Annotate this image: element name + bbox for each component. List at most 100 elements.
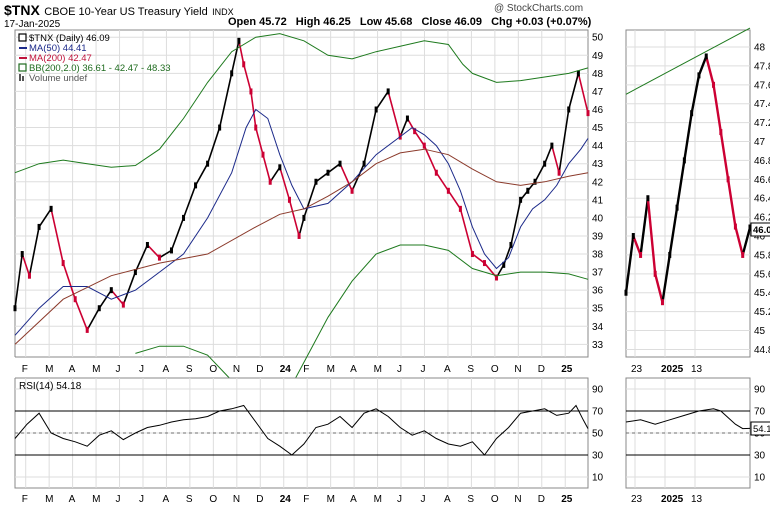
price-segment [194,163,209,186]
price-bar [502,261,506,268]
price-main-y-tick-label: 44 [592,141,604,152]
price-segment [675,160,686,208]
price-bar [218,124,222,131]
bb-lower-line [135,244,589,418]
legend-entry: MA(200) 42.47 [29,53,92,64]
price-bar [278,164,282,171]
price-bar [314,178,318,185]
price-segment [435,172,450,192]
price-main-x-tick-label: A [162,364,169,375]
price-bar [586,110,590,117]
rsi-main-x-tick-label: N [514,494,521,505]
price-segment [14,253,24,309]
price-bar [97,305,101,312]
price-main-x-tick-label: M [327,364,335,375]
price-bar [206,160,210,167]
price-main-y-tick-label: 33 [592,340,604,351]
price-segment [288,199,300,237]
price-segment [683,112,693,161]
rsi-main-x-tick-label: 24 [280,494,292,505]
price-segment [399,118,409,137]
legend-entry: BB(200,2.0) 36.61 - 42.47 - 48.33 [29,63,171,74]
price-segment [74,298,88,331]
legend-marker [22,76,24,81]
price-main-x-tick-label: J [420,364,425,375]
price-bar [350,187,354,194]
rsi-zoom-y-tick-label: 30 [754,451,766,462]
price-segment [741,227,752,256]
price-main-x-tick-label: A [69,364,76,375]
price-segment [632,235,642,256]
price-bar [526,187,530,194]
price-bar [37,223,41,230]
price-main-x-tick-label: F [22,364,28,375]
price-segment [250,91,257,128]
price-bar [726,176,730,183]
price-bar [434,169,438,176]
price-main-x-tick-label: O [209,364,217,375]
price-bar [302,214,306,221]
price-bar [182,214,186,221]
price-bar [169,247,173,254]
rsi-main-x-tick-label: J [139,494,144,505]
price-bar [374,106,378,113]
price-bar [482,260,486,267]
ma-200--line [14,148,589,345]
price-segment [459,208,474,255]
price-bar [624,289,628,296]
price-main-y-tick-label: 34 [592,322,604,333]
rsi-main-x-tick-label: S [186,494,193,505]
price-segment [551,145,560,173]
price-segment [510,199,522,246]
price-bar [660,299,664,306]
price-segment [238,40,245,65]
rsi-main-x-tick-label: M [327,494,335,505]
price-segment [269,166,281,183]
watermark: @ StockCharts.com [494,3,584,14]
price-zoom-y-tick-label: 44.8 [754,345,770,356]
rsi-main-x-tick-label: M [374,494,382,505]
price-segment [21,253,31,276]
price-bar [576,70,580,77]
rsi-main-x-tick-label: J [420,494,425,505]
price-bar [121,301,125,308]
chart-title: $TNX CBOE 10-Year US Treasury Yield INDX [4,2,234,20]
price-bar [27,272,31,279]
exchange: INDX [212,7,234,17]
legend-marker [18,63,27,72]
rsi-zoom-y-tick-label: 90 [754,385,766,396]
price-bar [741,251,745,258]
price-segment [50,208,64,264]
price-segment [624,235,635,293]
price-main-x-tick-label: D [538,364,545,375]
rsi-tag-label: 54.18 [753,424,770,435]
price-segment [230,40,240,74]
price-zoom-y-tick-label: 45 [754,326,766,337]
price-zoom-y-tick-label: 47.8 [754,61,770,72]
price-segment [668,207,679,256]
price-segment [639,198,650,256]
rsi-zoom-y-tick-label: 10 [754,473,766,484]
price-segment [534,163,546,183]
price-bar [446,187,450,194]
price-main-x-tick-label: J [139,364,144,375]
price-segment [122,271,137,305]
legend-entry: Volume undef [29,73,87,84]
legend-entry: MA(50) 44.41 [29,43,87,54]
price-bar [470,251,474,258]
price-bar [362,160,366,167]
price-bar [242,61,246,68]
price-bar [230,70,234,77]
rsi-zoom-x-tick-label: 2025 [661,494,684,505]
price-bar [413,128,417,135]
price-main-x-tick-label: J [116,364,121,375]
price-segment [262,154,271,182]
bb-upper-line [625,27,751,95]
rsi-main-x-tick-label: A [69,494,76,505]
price-bar [145,241,149,248]
price-segment [279,167,291,201]
price-segment [98,289,112,309]
rsi-14--line [625,408,751,430]
price-segment [363,109,377,164]
